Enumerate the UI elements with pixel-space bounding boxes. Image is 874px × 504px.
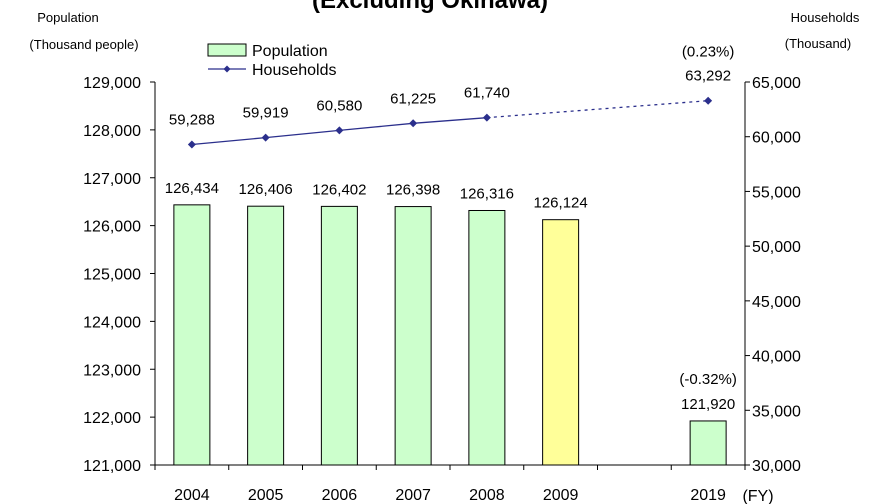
- right-axis-tick-label: 45,000: [752, 294, 801, 311]
- population-bar: [247, 205, 285, 466]
- left-axis-tick-label: 128,000: [83, 123, 141, 140]
- households-marker: [704, 96, 713, 105]
- right-axis-tick-label: 40,000: [752, 349, 801, 366]
- population-bar: [394, 206, 432, 466]
- x-axis-tick-label: 2009: [543, 487, 579, 504]
- households-projection-line: [486, 100, 709, 119]
- population-bar: [320, 205, 358, 466]
- left-axis: 121,000 122,000 123,000 124,000 125,000 126,0…: [83, 75, 156, 475]
- left-axis-tick-label: 129,000: [83, 75, 141, 92]
- chart-title: (Excluding Okinawa): [312, 0, 548, 14]
- households-marker: [335, 126, 344, 135]
- population-data-label: 126,406: [239, 181, 293, 198]
- x-axis-tick-label: 2019: [690, 487, 726, 504]
- x-axis-unit: (FY): [742, 488, 773, 504]
- right-axis-tick-label: 50,000: [752, 239, 801, 256]
- households-data-label: 60,580: [316, 97, 362, 114]
- percent-change-annotation: (-0.32%): [679, 371, 737, 388]
- x-axis-tick-label: 2004: [174, 487, 210, 504]
- households-line: 59,288 59,919 60,580 61,225 61,740 63,292 (0.2…: [169, 44, 737, 388]
- right-axis-tick-label: 65,000: [752, 75, 801, 92]
- population-data-label: 126,124: [534, 195, 588, 212]
- left-axis-tick-label: 123,000: [83, 362, 141, 379]
- population-data-label: 126,398: [386, 182, 440, 199]
- left-axis-tick-label: 127,000: [83, 171, 141, 188]
- households-data-label: 61,225: [390, 90, 436, 107]
- right-axis-tick-label: 30,000: [752, 458, 801, 475]
- left-axis-label: Population: [37, 10, 98, 25]
- population-data-label: 121,920: [681, 396, 735, 413]
- households-marker: [261, 133, 270, 142]
- population-bars: 126,434 126,406 126,402 126,398 126,316 126,1…: [165, 180, 735, 466]
- households-marker: [409, 119, 418, 128]
- legend-households-marker: [223, 65, 231, 73]
- left-axis-tick-label: 122,000: [83, 410, 141, 427]
- population-bar: [173, 204, 211, 466]
- population-data-label: 126,402: [312, 181, 366, 198]
- households-data-label: 63,292: [685, 68, 731, 85]
- households-marker: [187, 140, 196, 149]
- x-axis-tick-label: 2008: [469, 487, 505, 504]
- population-data-label: 126,434: [165, 180, 219, 197]
- percent-change-annotation: (0.23%): [682, 44, 735, 61]
- x-axis-tick-label: 2005: [248, 487, 284, 504]
- left-axis-tick-label: 124,000: [83, 314, 141, 331]
- households-data-label: 59,919: [243, 105, 289, 122]
- population-data-label: 126,316: [460, 185, 514, 202]
- x-axis: 2004 2005 2006 2007 2008 2009 2019 (FY): [154, 464, 774, 504]
- population-bar: [542, 219, 580, 466]
- legend-population-label: Population: [252, 43, 328, 60]
- legend-population-swatch: [207, 43, 247, 57]
- right-axis-tick-label: 35,000: [752, 403, 801, 420]
- left-axis-tick-label: 126,000: [83, 219, 141, 236]
- households-marker: [482, 113, 491, 122]
- households-data-label: 61,740: [464, 85, 510, 102]
- right-axis-tick-label: 60,000: [752, 130, 801, 147]
- x-axis-tick-label: 2006: [322, 487, 358, 504]
- left-axis-tick-label: 125,000: [83, 267, 141, 284]
- population-bar: [468, 209, 506, 466]
- left-axis-unit: (Thousand people): [29, 37, 138, 52]
- legend-households-label: Households: [252, 62, 337, 79]
- right-axis-tick-label: 55,000: [752, 184, 801, 201]
- population-bar: [689, 420, 727, 466]
- right-axis-unit: (Thousand): [785, 36, 851, 51]
- legend: Population Households: [207, 43, 337, 79]
- households-data-label: 59,288: [169, 112, 215, 129]
- right-axis: 30,000 35,000 40,000 45,000 50,000 55,000 60,0…: [744, 75, 801, 475]
- right-axis-label: Households: [791, 10, 860, 25]
- x-axis-tick-label: 2007: [395, 487, 431, 504]
- left-axis-tick-label: 121,000: [83, 458, 141, 475]
